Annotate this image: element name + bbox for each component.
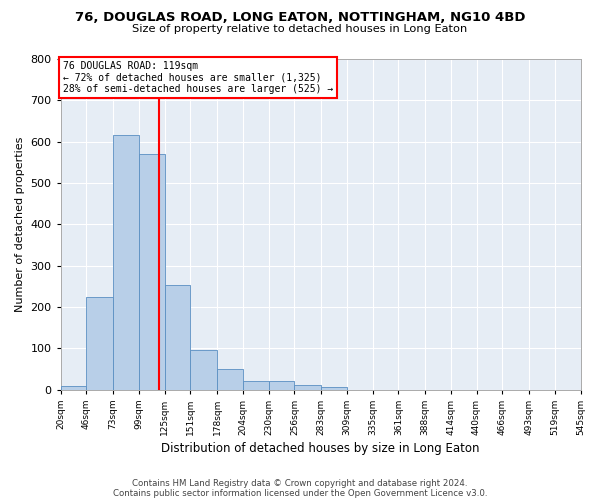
Bar [61,386,86,390]
Bar [113,134,139,390]
Text: Size of property relative to detached houses in Long Eaton: Size of property relative to detached ho… [133,24,467,34]
Bar [164,286,190,390]
Bar [295,384,321,390]
Text: Contains HM Land Registry data © Crown copyright and database right 2024.: Contains HM Land Registry data © Crown c… [132,480,468,488]
Text: 76 DOUGLAS ROAD: 119sqm
← 72% of detached houses are smaller (1,325)
28% of semi: 76 DOUGLAS ROAD: 119sqm ← 72% of detache… [62,61,333,94]
Bar [243,380,269,390]
Y-axis label: Number of detached properties: Number of detached properties [15,136,25,312]
Text: 76, DOUGLAS ROAD, LONG EATON, NOTTINGHAM, NG10 4BD: 76, DOUGLAS ROAD, LONG EATON, NOTTINGHAM… [75,11,525,24]
Bar [217,369,243,390]
Text: Contains public sector information licensed under the Open Government Licence v3: Contains public sector information licen… [113,488,487,498]
X-axis label: Distribution of detached houses by size in Long Eaton: Distribution of detached houses by size … [161,442,480,455]
Bar [190,350,217,390]
Bar [269,380,295,390]
Bar [321,387,347,390]
Bar [86,296,113,390]
Bar [139,154,164,390]
